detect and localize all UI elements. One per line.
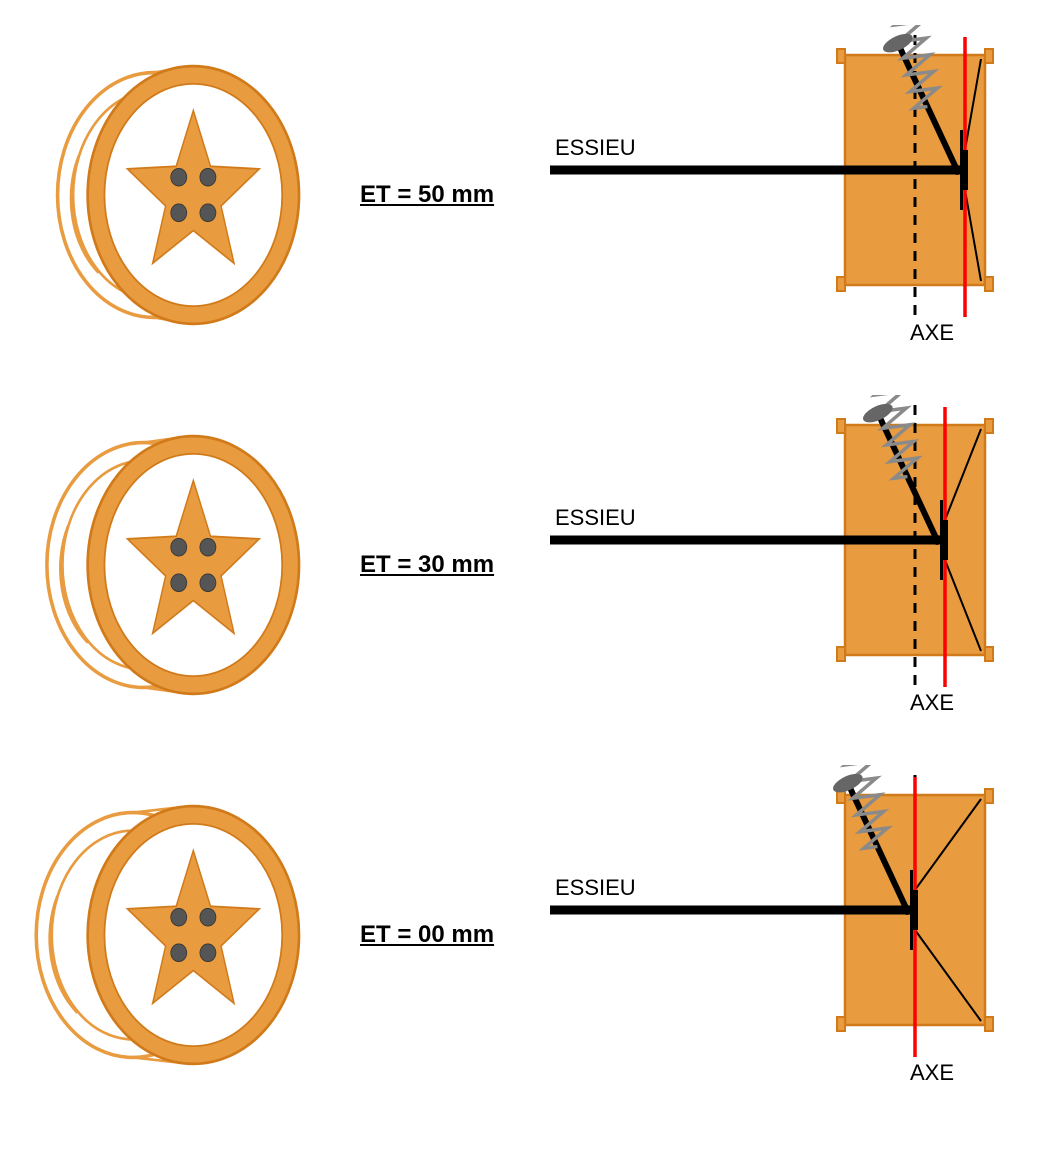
wheel-cross-section: ESSIEU AXE <box>540 25 1020 365</box>
offset-row-50: ET = 50 mm ESSIEU AXE <box>20 20 1027 370</box>
wheel-isometric <box>20 775 340 1095</box>
axe-label: AXE <box>910 690 954 715</box>
essieu-label: ESSIEU <box>555 505 636 530</box>
wheel-iso-container <box>20 405 340 725</box>
offset-row-30: ET = 30 mm ESSIEU AXE <box>20 390 1027 740</box>
et-label-area: ET = 50 mm <box>340 181 540 209</box>
cross-section-container: ESSIEU AXE <box>540 765 1020 1105</box>
et-label-area: ET = 00 mm <box>340 921 540 949</box>
cross-section-container: ESSIEU AXE <box>540 395 1020 735</box>
et-value-label: ET = 00 mm <box>360 921 540 949</box>
axe-label: AXE <box>910 1060 954 1085</box>
et-label-area: ET = 30 mm <box>340 551 540 579</box>
wheel-isometric <box>20 405 340 725</box>
wheel-isometric <box>20 35 340 355</box>
essieu-label: ESSIEU <box>555 875 636 900</box>
cross-section-container: ESSIEU AXE <box>540 25 1020 365</box>
et-value-label: ET = 30 mm <box>360 551 540 579</box>
et-value-label: ET = 50 mm <box>360 181 540 209</box>
wheel-iso-container <box>20 35 340 355</box>
offset-row-0: ET = 00 mm ESSIEU AXE <box>20 760 1027 1110</box>
wheel-iso-container <box>20 775 340 1095</box>
essieu-label: ESSIEU <box>555 135 636 160</box>
axe-label: AXE <box>910 320 954 345</box>
wheel-cross-section: ESSIEU AXE <box>540 765 1020 1105</box>
wheel-cross-section: ESSIEU AXE <box>540 395 1020 735</box>
